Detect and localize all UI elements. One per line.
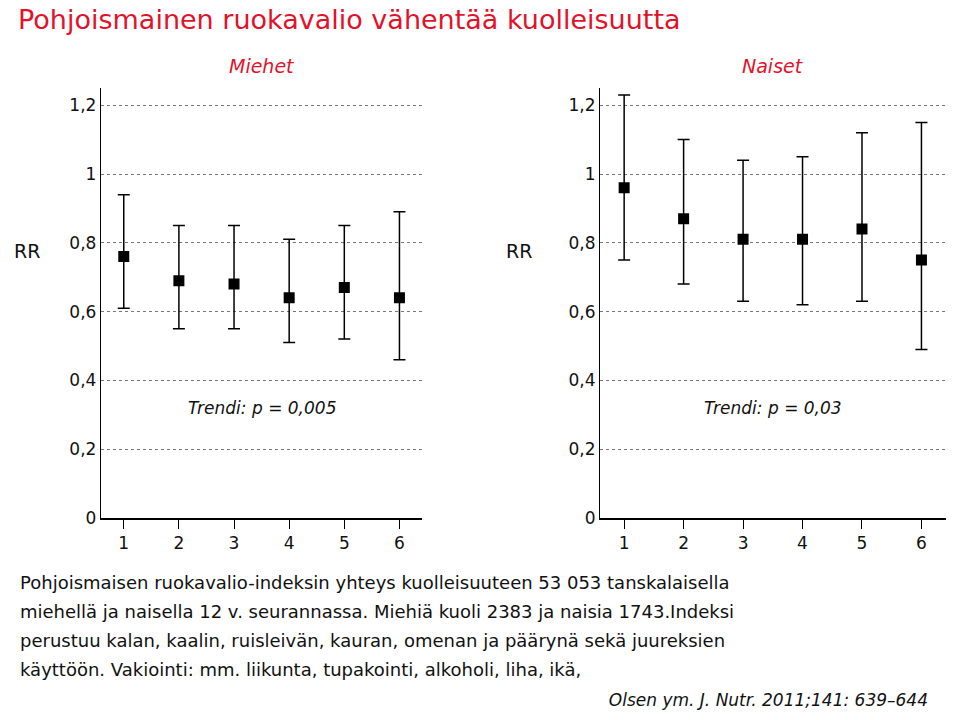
svg-text:4: 4 — [284, 533, 295, 553]
svg-text:0,2: 0,2 — [69, 439, 96, 459]
svg-text:Naiset: Naiset — [742, 55, 804, 77]
html-text:Pohjoismaisen ruokavalio-indek: Pohjoismaisen ruokavalio-indeksin yhteys… — [20, 572, 730, 593]
svg-text:Trendi: p = 0,03: Trendi: p = 0,03 — [704, 398, 842, 418]
svg-text:5: 5 — [857, 533, 868, 553]
svg-text:0,2: 0,2 — [569, 439, 596, 459]
html-text:käyttöön. Vakiointi: mm. liiku: käyttöön. Vakiointi: mm. liikunta, tupak… — [20, 659, 582, 680]
svg-text:0: 0 — [585, 508, 596, 528]
svg-text:0: 0 — [86, 508, 97, 528]
svg-text:6: 6 — [916, 533, 927, 553]
svg-text:1: 1 — [619, 533, 630, 553]
svg-text:2: 2 — [678, 533, 689, 553]
svg-text:0,8: 0,8 — [569, 233, 596, 253]
svg-text:RR: RR — [506, 240, 532, 262]
svg-text:1: 1 — [585, 164, 596, 184]
svg-text:1,2: 1,2 — [69, 95, 96, 115]
svg-text:5: 5 — [339, 533, 350, 553]
svg-text:Miehet: Miehet — [229, 55, 295, 77]
svg-text:2: 2 — [173, 533, 184, 553]
svg-text:Trendi: p = 0,005: Trendi: p = 0,005 — [188, 398, 336, 418]
svg-text:4: 4 — [797, 533, 808, 553]
svg-text:RR: RR — [14, 240, 40, 262]
svg-text:0,6: 0,6 — [69, 302, 96, 322]
svg-text:1,2: 1,2 — [569, 95, 596, 115]
svg-text:0,8: 0,8 — [69, 233, 96, 253]
svg-text:3: 3 — [738, 533, 749, 553]
svg-text:6: 6 — [394, 533, 405, 553]
svg-text:0,6: 0,6 — [569, 302, 596, 322]
html-text:perustuu kalan, kaalin, ruisle: perustuu kalan, kaalin, ruisleivän, kaur… — [20, 630, 726, 651]
svg-text:0,4: 0,4 — [69, 370, 96, 390]
svg-text:1: 1 — [86, 164, 97, 184]
svg-text:1: 1 — [118, 533, 129, 553]
html-text:Olsen ym. J. Nutr. 2011;141: 6: Olsen ym. J. Nutr. 2011;141: 639–644 — [608, 690, 928, 710]
svg-text:0,4: 0,4 — [569, 370, 596, 390]
html-text:Pohjoismainen ruokavalio vähen: Pohjoismainen ruokavalio vähentää kuolle… — [18, 4, 681, 35]
svg-text:3: 3 — [229, 533, 240, 553]
html-text:miehellä ja naisella 12 v. seu: miehellä ja naisella 12 v. seurannassa. … — [20, 601, 735, 622]
